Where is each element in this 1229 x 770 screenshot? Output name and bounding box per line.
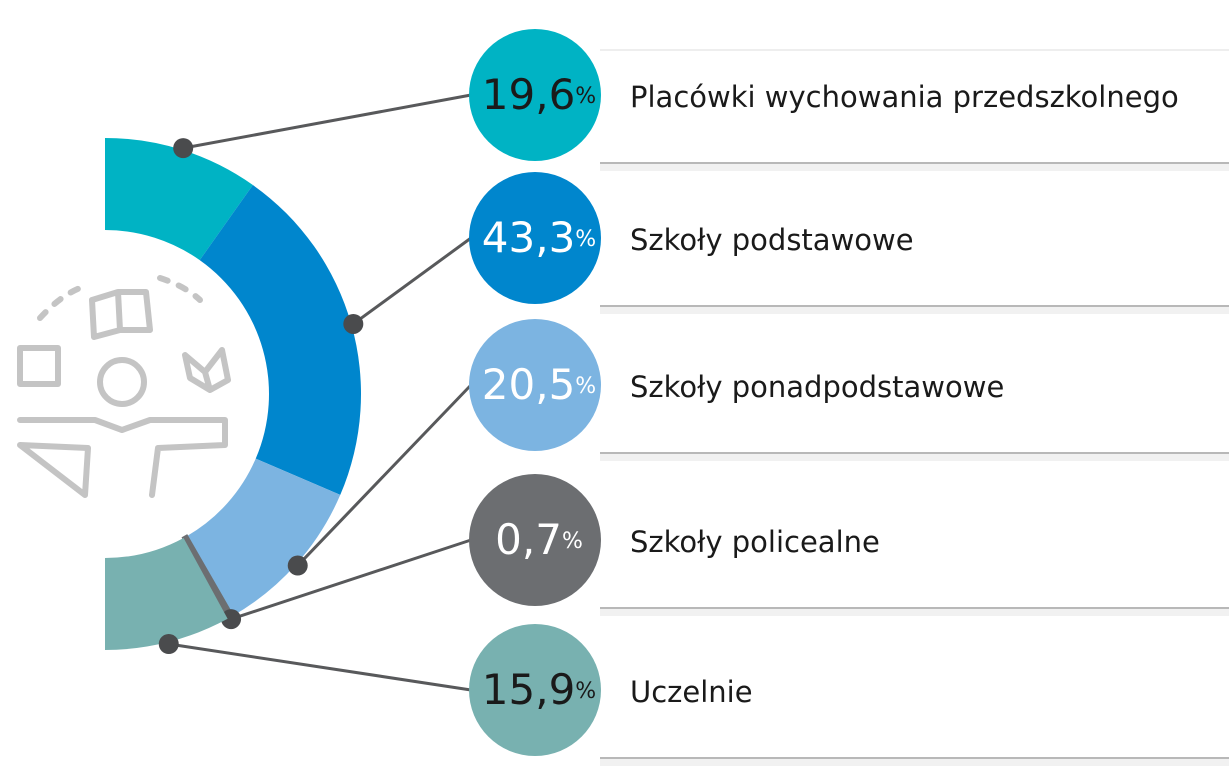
separator-shadow [600, 453, 1229, 461]
segment [200, 185, 361, 495]
leader-line [353, 238, 471, 324]
value-number: 0,7 [495, 515, 562, 564]
value-number: 20,5 [482, 360, 576, 409]
separator-shadow [600, 758, 1229, 766]
value-unit: % [575, 374, 596, 399]
value-unit: % [575, 84, 596, 109]
leader-line [169, 644, 471, 690]
separator-shadow [600, 306, 1229, 314]
category-label: Szkoły policealne [630, 525, 880, 559]
leader-dot [288, 556, 308, 576]
value-unit: % [562, 529, 583, 554]
separator-shadow [600, 608, 1229, 616]
category-label: Szkoły ponadpodstawowe [630, 370, 1004, 404]
leader-line [183, 95, 471, 148]
value-number: 19,6 [482, 70, 576, 119]
value-unit: % [575, 227, 596, 252]
chart: 19,6% Placówki wychowania przedszkolnego 4… [0, 0, 1229, 770]
category-label: Uczelnie [630, 675, 753, 709]
value-number: 43,3 [482, 213, 576, 262]
category-label: Placówki wychowania przedszkolnego [630, 80, 1179, 114]
leader-dot [159, 634, 179, 654]
leader-dot [173, 138, 193, 158]
icon [20, 278, 228, 495]
value-number: 15,9 [482, 665, 576, 714]
category-label: Szkoły podstawowe [630, 223, 914, 257]
value-unit: % [575, 679, 596, 704]
leader-dot [343, 314, 363, 334]
separator-shadow [600, 163, 1229, 171]
